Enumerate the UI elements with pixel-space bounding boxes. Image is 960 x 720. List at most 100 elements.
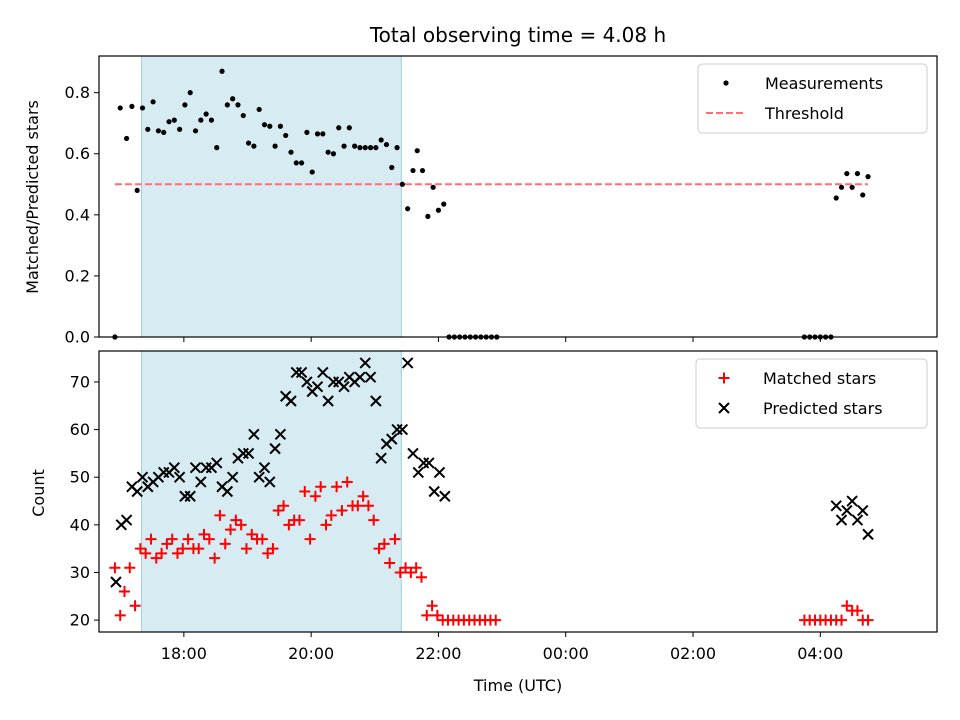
predicted-star-point [242, 447, 255, 460]
matched-star-point [129, 600, 141, 612]
measurement-point [219, 68, 225, 74]
measurement-point [854, 170, 861, 177]
matched-star-point [389, 533, 401, 545]
matched-star-point [166, 533, 178, 545]
measurement-point [245, 140, 252, 146]
matched-star-point [272, 505, 284, 517]
measurement-point [224, 102, 230, 108]
measurement-point [161, 129, 167, 135]
x-tick-label: 20:00 [288, 644, 334, 663]
predicted-star-point [322, 395, 334, 407]
predicted-star-point [120, 514, 133, 526]
matched-star-point [134, 543, 146, 555]
measurement-point [123, 135, 130, 142]
matched-star-point [171, 547, 183, 559]
measurement-point [177, 126, 183, 132]
measurement-point [203, 111, 209, 117]
predicted-star-point [354, 371, 366, 383]
measurement-point [357, 145, 363, 151]
top-y-tick-label: 0.0 [65, 328, 90, 347]
star-count-panel: 20 30 40 50 60 70 18:00 20:00 22:00 00:00 02:00 04:… [29, 350, 938, 695]
predicted-star-point [195, 476, 207, 488]
measurement-point [117, 105, 123, 111]
matched-star-point [336, 505, 348, 517]
measurement-point [844, 170, 850, 177]
matched-star-point [851, 605, 863, 617]
matched-star-point [421, 609, 433, 621]
matched-star-point [198, 528, 210, 540]
measurement-point [435, 207, 442, 213]
measurement-point [346, 125, 352, 131]
predicted-star-point [830, 500, 842, 512]
matched-star-point [426, 600, 438, 612]
measurement-point [399, 181, 405, 187]
predicted-star-point [364, 371, 377, 383]
measurement-point [367, 145, 374, 151]
measurement-point [145, 126, 151, 132]
matched-star-point [309, 490, 321, 502]
measurement-point [430, 184, 436, 190]
top-legend-frame [697, 63, 928, 134]
measurement-point [330, 151, 337, 157]
matched-star-point [410, 562, 422, 574]
measurement-point [405, 206, 411, 212]
matched-star-point [490, 614, 502, 626]
matched-star-point [352, 500, 364, 512]
measurement-point [352, 143, 358, 149]
matched-star-point [140, 547, 152, 559]
matched-star-point [262, 547, 274, 559]
measurement-point [373, 145, 379, 151]
matched-star-point [235, 519, 247, 531]
x-tick-label: 02:00 [670, 644, 716, 663]
matched-star-point [394, 566, 406, 578]
measurement-point [166, 119, 172, 125]
measurement-point [320, 131, 326, 137]
matched-star-point [293, 514, 305, 526]
measurement-point [414, 148, 420, 154]
matched-star-point [400, 562, 412, 574]
bottom-legend-label: Matched stars [763, 369, 876, 388]
measurement-point [838, 184, 845, 190]
predicted-star-point [173, 471, 186, 483]
predicted-star-point [189, 461, 202, 474]
matched-star-point [431, 609, 443, 621]
measurement-point [139, 105, 146, 111]
x-axis-label: Time (UTC) [473, 676, 562, 695]
predicted-star-point [301, 376, 313, 388]
measurement-point [272, 143, 278, 149]
predicted-star-point [184, 490, 196, 502]
matched-star-point [362, 500, 374, 512]
matched-star-point [114, 609, 126, 621]
matched-star-point [256, 533, 268, 545]
matched-star-point [156, 547, 168, 559]
matched-star-point [862, 614, 874, 626]
matched-star-point [118, 586, 130, 598]
matched-star-point [219, 538, 231, 550]
predicted-star-point [311, 381, 324, 393]
matched-star-point [246, 528, 258, 540]
measurement-point [865, 174, 871, 180]
matched-star-point [415, 571, 427, 583]
predicted-star-point [131, 485, 143, 498]
predicted-star-point [433, 466, 446, 479]
measurement-point [256, 106, 262, 113]
matched-star-point [209, 552, 221, 564]
measurement-point [182, 102, 188, 108]
predicted-star-point [211, 457, 223, 469]
predicted-star-point [110, 576, 122, 588]
predicted-star-point [168, 461, 181, 474]
predicted-star-point [248, 428, 260, 441]
measurement-point [410, 167, 416, 174]
predicted-star-point [295, 366, 308, 379]
measurement-point [341, 143, 347, 149]
bottom-legend-frame [695, 358, 928, 429]
bottom-y-tick-label: 30 [70, 563, 90, 582]
predicted-star-point [269, 442, 281, 455]
top-y-tick-label: 0.8 [65, 83, 90, 102]
top-y-axis-label: Matched/Predicted stars [23, 100, 42, 294]
matched-star-point [299, 486, 311, 497]
matched-star-point [405, 566, 417, 578]
measurement-point [860, 192, 866, 198]
bottom-y-axis-label: Count [29, 469, 48, 517]
